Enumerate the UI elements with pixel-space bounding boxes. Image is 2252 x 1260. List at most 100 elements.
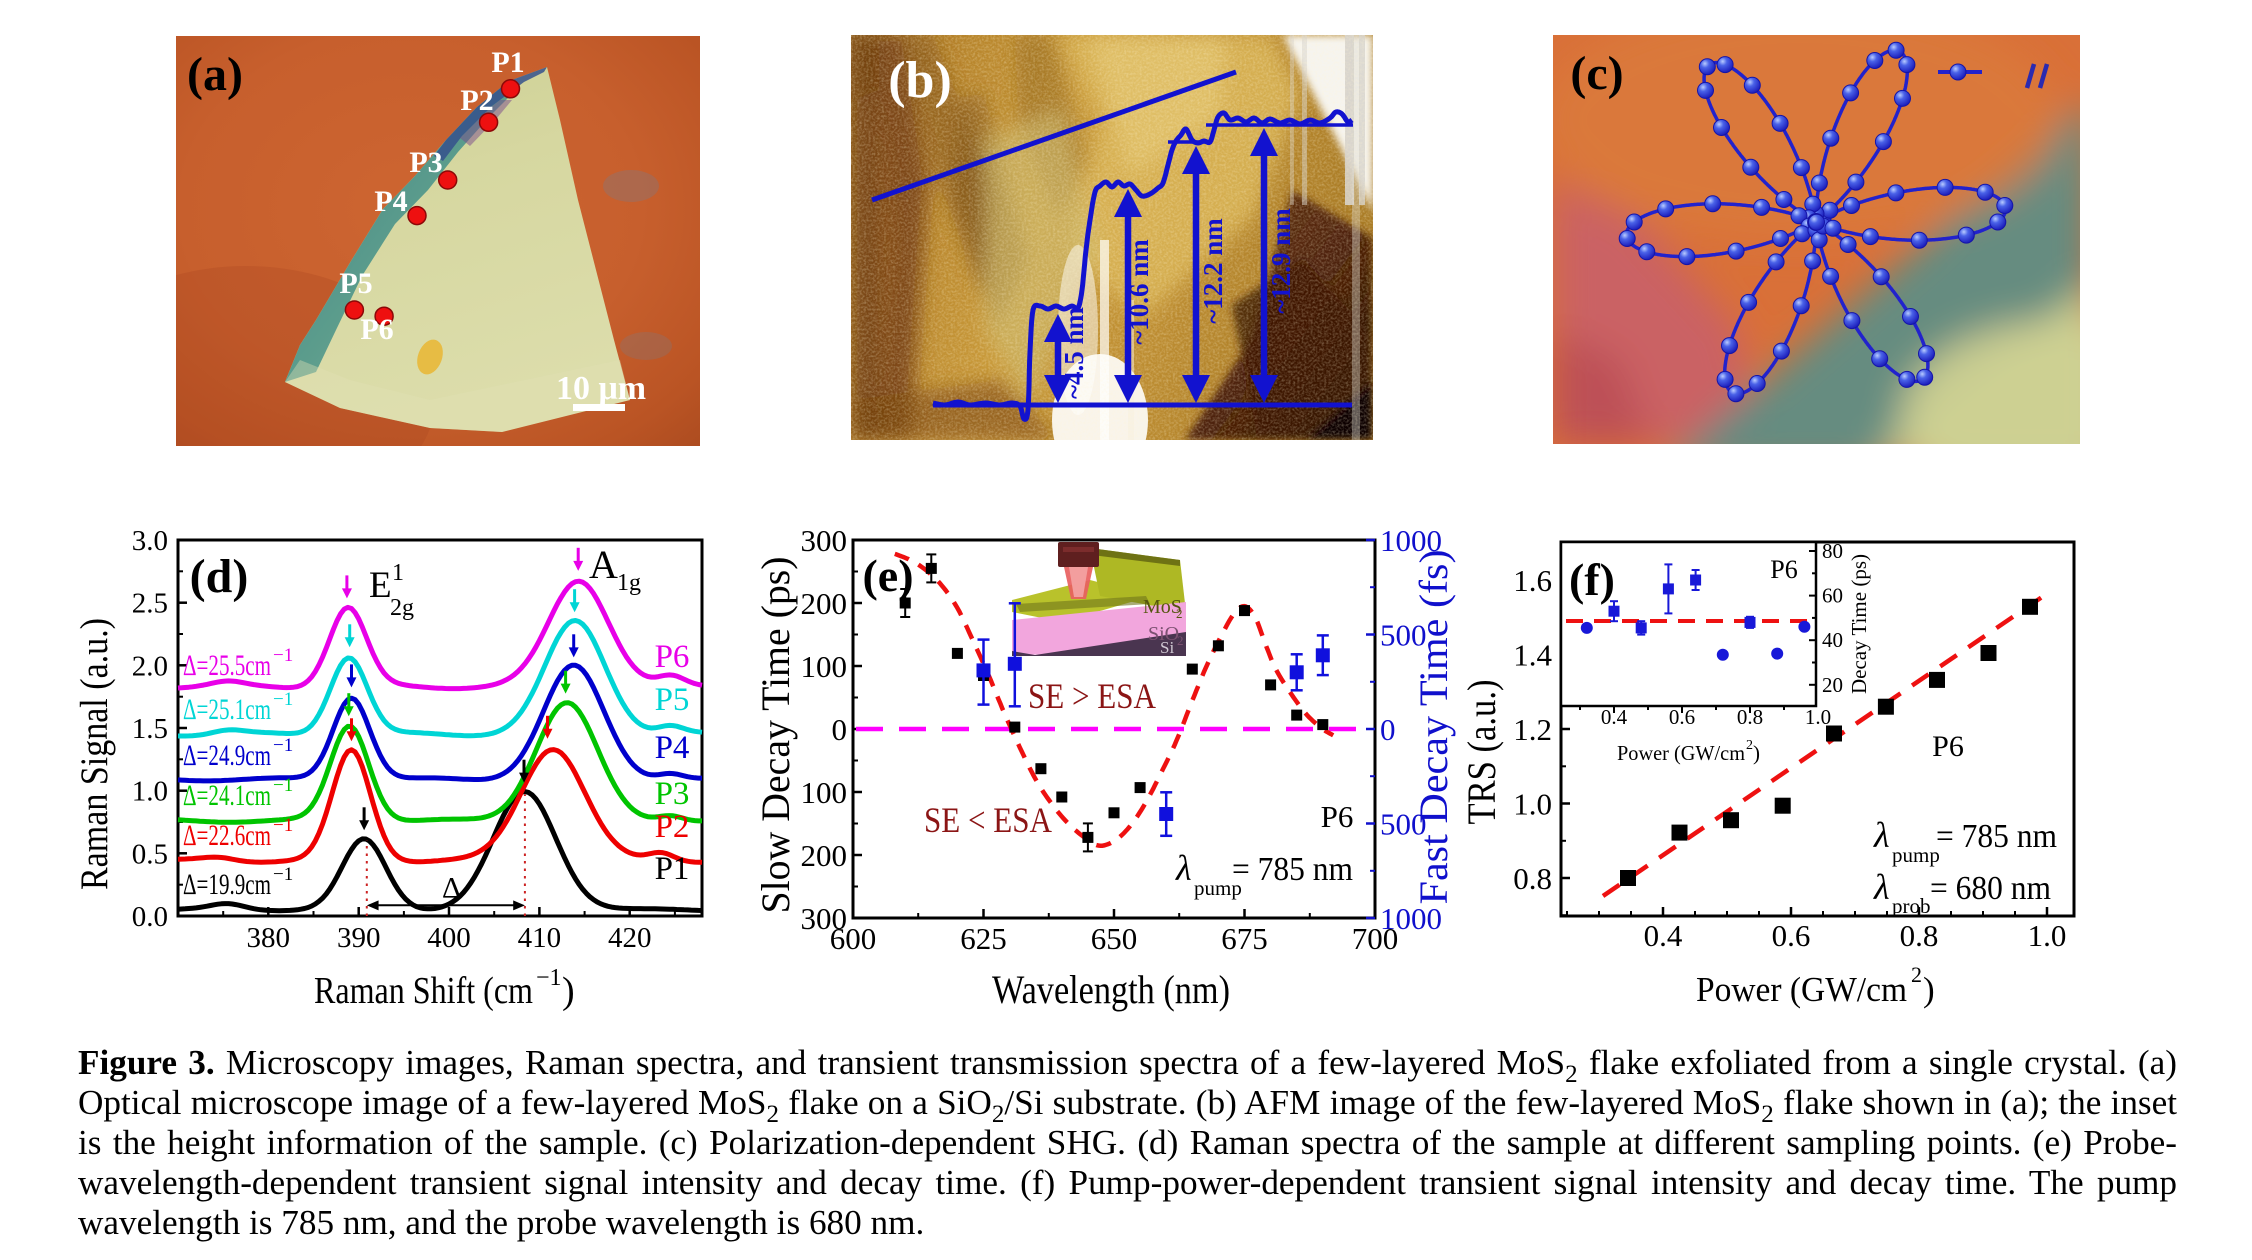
svg-text:0: 0 — [832, 712, 848, 747]
svg-text:P3: P3 — [655, 776, 690, 812]
svg-text:0.5: 0.5 — [132, 838, 168, 870]
svg-text:pump: pump — [1194, 876, 1242, 900]
svg-text:−1: −1 — [273, 689, 293, 710]
svg-text:prob: prob — [1892, 894, 1931, 918]
svg-text:P2: P2 — [460, 84, 493, 117]
svg-text:= 785 nm: = 785 nm — [1232, 851, 1353, 888]
svg-text:P2: P2 — [655, 809, 690, 845]
svg-text:P4: P4 — [655, 730, 690, 766]
svg-text:SiO: SiO — [1148, 623, 1179, 645]
svg-text:625: 625 — [960, 921, 1007, 956]
svg-text:P1: P1 — [491, 46, 524, 79]
svg-text:40: 40 — [1822, 628, 1843, 652]
svg-text:(e): (e) — [862, 550, 913, 601]
svg-text:Slow Decay Time (ps): Slow Decay Time (ps) — [753, 557, 798, 914]
svg-text:2: 2 — [1176, 606, 1183, 621]
svg-text:2: 2 — [1911, 962, 1922, 987]
svg-text:0.8: 0.8 — [1900, 918, 1939, 953]
svg-text:pump: pump — [1892, 843, 1940, 867]
svg-text:675: 675 — [1221, 921, 1268, 956]
svg-text:2.0: 2.0 — [132, 650, 168, 682]
svg-text:−1: −1 — [273, 735, 293, 756]
svg-text:1.0: 1.0 — [2028, 918, 2067, 953]
svg-text:P3: P3 — [409, 146, 442, 179]
svg-text:TRS (a.u.): TRS (a.u.) — [1459, 680, 1504, 825]
svg-text:80: 80 — [1822, 539, 1843, 563]
svg-text:100: 100 — [801, 775, 848, 810]
svg-text:2: 2 — [1177, 633, 1184, 648]
svg-text:0.4: 0.4 — [1601, 705, 1628, 729]
svg-text:410: 410 — [518, 922, 562, 954]
svg-text:~12.2 nm: ~12.2 nm — [1198, 218, 1228, 324]
svg-text:Fast Decay Time (fs): Fast Decay Time (fs) — [1411, 550, 1456, 905]
svg-text:~10.6 nm: ~10.6 nm — [1124, 239, 1154, 345]
svg-text:1: 1 — [392, 560, 404, 586]
svg-text:1000: 1000 — [1380, 901, 1442, 936]
svg-text:−1: −1 — [273, 775, 293, 796]
svg-text:0.6: 0.6 — [1669, 705, 1695, 729]
svg-text:): ) — [1753, 741, 1760, 765]
svg-text:P6: P6 — [1321, 799, 1354, 834]
svg-text:(b): (b) — [888, 52, 952, 109]
svg-text:650: 650 — [1091, 921, 1138, 956]
svg-text:1.0: 1.0 — [132, 776, 168, 808]
svg-text:E: E — [369, 565, 392, 606]
svg-text:1000: 1000 — [1380, 523, 1442, 558]
svg-text:300: 300 — [801, 901, 848, 936]
svg-text:P5: P5 — [339, 267, 372, 300]
svg-text:200: 200 — [801, 838, 848, 873]
svg-text:P6: P6 — [1770, 555, 1797, 584]
svg-text:(a): (a) — [187, 48, 243, 101]
svg-text:P6: P6 — [655, 639, 690, 675]
svg-text:~12.9 nm: ~12.9 nm — [1266, 208, 1296, 314]
svg-text:20: 20 — [1822, 673, 1843, 697]
svg-text:P6: P6 — [1932, 730, 1964, 763]
svg-text:1.0: 1.0 — [1513, 787, 1552, 822]
svg-text:Decay Time (ps): Decay Time (ps) — [1847, 554, 1871, 694]
svg-text:−1: −1 — [273, 815, 293, 836]
svg-text:100: 100 — [801, 649, 848, 684]
svg-text:= 680 nm: = 680 nm — [1930, 870, 2051, 907]
svg-text:0.8: 0.8 — [1737, 705, 1763, 729]
svg-text:420: 420 — [608, 922, 652, 954]
svg-text:1.5: 1.5 — [132, 713, 168, 745]
svg-text:−1: −1 — [273, 864, 293, 885]
svg-text:500: 500 — [1380, 618, 1427, 653]
svg-text:300: 300 — [801, 523, 848, 558]
svg-text:1g: 1g — [617, 570, 641, 596]
svg-text:600: 600 — [830, 921, 877, 956]
svg-text:Δ=25.1cm: Δ=25.1cm — [183, 693, 271, 726]
svg-text:(d): (d) — [190, 550, 249, 603]
svg-text:P1: P1 — [655, 851, 690, 887]
svg-text:390: 390 — [337, 922, 381, 954]
svg-text:0.6: 0.6 — [1772, 918, 1811, 953]
svg-text:3.0: 3.0 — [132, 525, 168, 557]
svg-text:1.4: 1.4 — [1513, 638, 1552, 673]
svg-text:0.4: 0.4 — [1644, 918, 1683, 953]
svg-text:0: 0 — [1380, 712, 1396, 747]
svg-text:400: 400 — [427, 922, 471, 954]
svg-text:1.6: 1.6 — [1513, 563, 1552, 598]
svg-text:Δ=24.9cm: Δ=24.9cm — [183, 739, 271, 772]
svg-text:): ) — [1923, 970, 1935, 1009]
svg-text:Raman Shift (cm: Raman Shift (cm — [314, 970, 533, 1012]
svg-text:−1: −1 — [273, 645, 293, 666]
svg-text:P4: P4 — [374, 185, 407, 218]
svg-text:−1: −1 — [536, 965, 562, 991]
svg-text:P6: P6 — [360, 313, 393, 346]
svg-text:(c): (c) — [1570, 47, 1623, 100]
svg-text:~4.5 nm: ~4.5 nm — [1059, 306, 1089, 399]
svg-text:2g: 2g — [390, 595, 414, 621]
svg-text:0.8: 0.8 — [1513, 861, 1552, 896]
svg-text:10 μm: 10 μm — [556, 370, 646, 407]
svg-text:MoS: MoS — [1143, 596, 1182, 618]
svg-text:SE > ESA: SE > ESA — [1028, 676, 1156, 716]
svg-text:SE < ESA: SE < ESA — [924, 800, 1052, 840]
svg-text:P5: P5 — [655, 682, 690, 718]
svg-text:2.5: 2.5 — [132, 588, 168, 620]
svg-text:Raman Signal (a.u.): Raman Signal (a.u.) — [73, 618, 116, 890]
svg-text:2: 2 — [1746, 738, 1753, 753]
svg-text:(f): (f) — [1569, 554, 1615, 605]
svg-text:= 785 nm: = 785 nm — [1936, 818, 2057, 855]
svg-text:200: 200 — [801, 586, 848, 621]
